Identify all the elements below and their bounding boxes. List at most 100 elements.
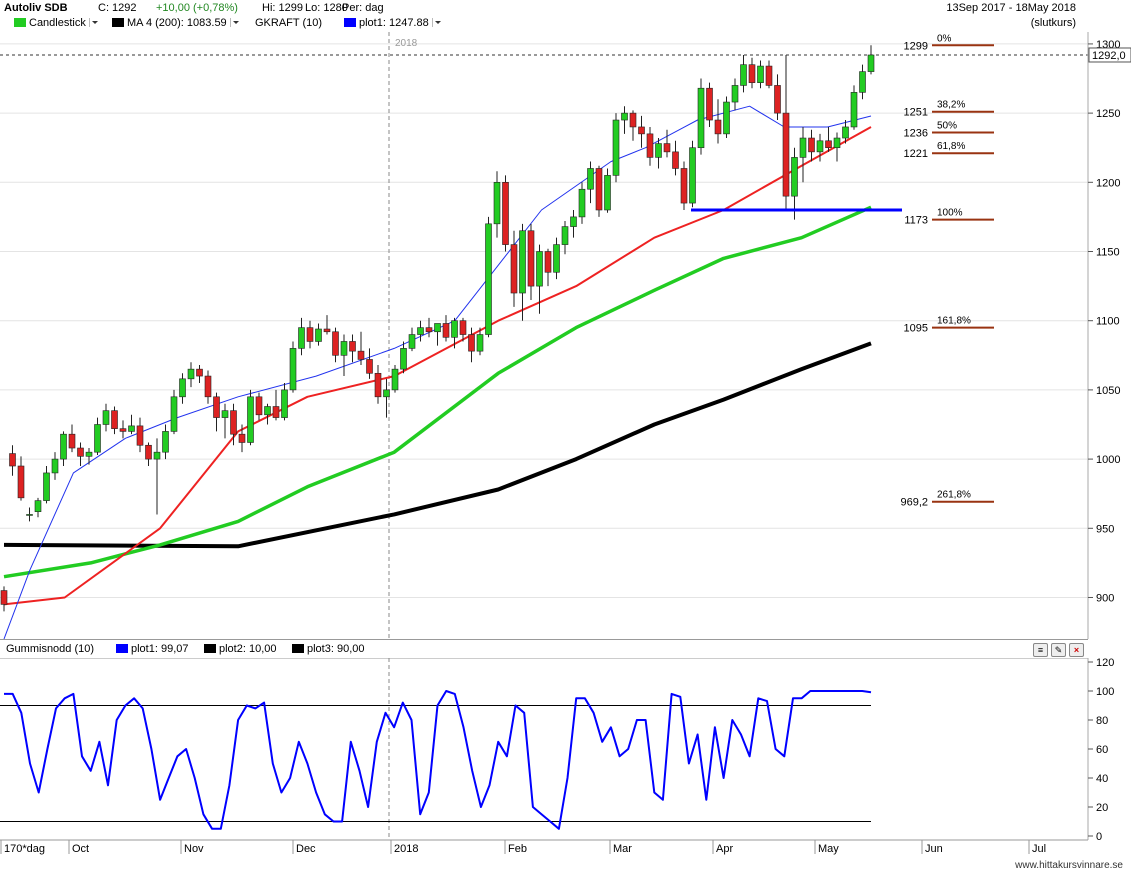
- indicator-line: [4, 690, 872, 830]
- chevron-down-icon[interactable]: [88, 18, 98, 27]
- candle: [51, 452, 59, 480]
- y-tick-label: 950: [1096, 523, 1114, 535]
- candle-body: [663, 143, 671, 153]
- candle: [204, 370, 212, 404]
- y-tick-label: 1250: [1096, 108, 1120, 120]
- time-label: Apr: [716, 843, 733, 855]
- candle: [9, 445, 16, 476]
- candle: [833, 132, 841, 162]
- indicator-axis: 0 20 40 60 80 100 120: [1088, 658, 1114, 843]
- chevron-down-icon[interactable]: [229, 18, 239, 27]
- candle-body: [748, 64, 756, 83]
- candle: [213, 392, 220, 432]
- candle: [408, 327, 416, 352]
- y-tick-label: 100: [1096, 686, 1114, 698]
- chevron-down-icon[interactable]: [431, 18, 441, 27]
- candle: [629, 110, 637, 141]
- document-icon[interactable]: ≡: [1033, 643, 1048, 657]
- candle-body: [323, 328, 331, 333]
- candle-body: [791, 157, 798, 197]
- candle-body: [94, 424, 101, 453]
- candle: [179, 373, 186, 404]
- candle-body: [527, 230, 535, 287]
- candle: [298, 317, 305, 356]
- moving-average-line: [3, 126, 872, 606]
- candle: [468, 327, 475, 363]
- fib-price-label: 1221: [904, 148, 928, 160]
- price-chart[interactable]: 2018 0% 1299 38,2% 1251 50% 1236 61,8% 1221 100%…: [0, 32, 1131, 639]
- candle-body: [612, 119, 620, 176]
- legend-label: Candlestick: [29, 17, 86, 29]
- candle: [187, 362, 195, 388]
- candle-body: [238, 433, 246, 443]
- candle-body: [213, 396, 220, 418]
- fib-level: 100% 1173: [904, 208, 994, 227]
- candle-body: [374, 372, 382, 398]
- candle: [604, 168, 611, 213]
- fib-price-label: 1173: [904, 215, 928, 227]
- candle-body: [842, 126, 849, 139]
- candle: [459, 317, 467, 342]
- y-tick-label: 120: [1096, 658, 1114, 669]
- candle-body: [740, 64, 747, 86]
- date-range: 13Sep 2017 - 18May 2018: [946, 2, 1076, 14]
- candle-body: [697, 87, 705, 149]
- candle: [451, 317, 458, 349]
- candle-body: [60, 433, 67, 460]
- legend-label: plot2: 10,00: [219, 643, 277, 655]
- close-icon[interactable]: ×: [1069, 643, 1084, 657]
- indicator-chart[interactable]: 0 20 40 60 80 100 120 170*dag Oct Nov Dec 2018 Feb M…: [0, 658, 1131, 856]
- candle-body: [587, 168, 594, 190]
- candle-body: [119, 428, 127, 432]
- fib-percent-label: 261,8%: [937, 490, 971, 501]
- candle-body: [128, 425, 135, 432]
- wrench-icon[interactable]: ✎: [1051, 643, 1066, 657]
- legend-label: MA 4 (200): 1083.59: [127, 17, 227, 29]
- candle: [697, 78, 705, 155]
- candle: [43, 466, 50, 504]
- candle-body: [434, 323, 441, 333]
- candle: [340, 334, 348, 377]
- legend-ma[interactable]: MA 4 (200): 1083.59: [112, 17, 239, 29]
- candle: [646, 126, 654, 166]
- candle-body: [561, 226, 569, 245]
- overlay-legend: Candlestick MA 4 (200): 1083.59 GKRAFT (…: [0, 16, 1131, 32]
- candle-body: [825, 140, 832, 149]
- y-tick-label: 20: [1096, 802, 1108, 814]
- candle: [306, 320, 314, 349]
- candle: [850, 85, 858, 130]
- candle: [476, 327, 484, 356]
- fib-price-label: 1095: [904, 323, 928, 335]
- candle: [281, 382, 288, 421]
- indicator-legend-plot3: plot3: 90,00: [292, 643, 365, 655]
- indicator-header: Gummisnodd (10) plot1: 99,07 plot2: 10,0…: [0, 639, 1088, 659]
- period-value: Per: dag: [342, 2, 384, 14]
- time-label: 170*dag: [4, 843, 45, 855]
- high-value: Hi: 1299: [262, 2, 303, 14]
- candle-body: [357, 350, 365, 360]
- time-label: Jul: [1032, 843, 1046, 855]
- time-label: Feb: [508, 843, 527, 855]
- candle-body: [340, 341, 348, 356]
- candle: [655, 138, 662, 169]
- candlesticks: [0, 45, 875, 612]
- legend-swatch: [344, 18, 356, 27]
- last-price-badge: 1292,0: [1088, 47, 1131, 63]
- candle: [731, 78, 739, 111]
- fib-level: 0% 1299: [904, 33, 994, 52]
- candle: [587, 161, 594, 204]
- candle-body: [646, 133, 654, 158]
- candle: [782, 54, 790, 210]
- fib-percent-label: 161,8%: [937, 316, 971, 327]
- candle-body: [204, 375, 212, 398]
- candle: [349, 334, 356, 363]
- candle-body: [680, 168, 688, 204]
- legend-plot1[interactable]: plot1: 1247.88: [344, 17, 441, 29]
- candle: [527, 223, 535, 300]
- legend-candlestick[interactable]: Candlestick: [14, 17, 98, 29]
- candle-body: [153, 451, 161, 460]
- legend-gkraft[interactable]: GKRAFT (10): [255, 17, 323, 29]
- footer-credit[interactable]: www.hittakursvinnare.se: [1015, 860, 1123, 871]
- candle: [816, 133, 824, 162]
- candle: [153, 438, 161, 515]
